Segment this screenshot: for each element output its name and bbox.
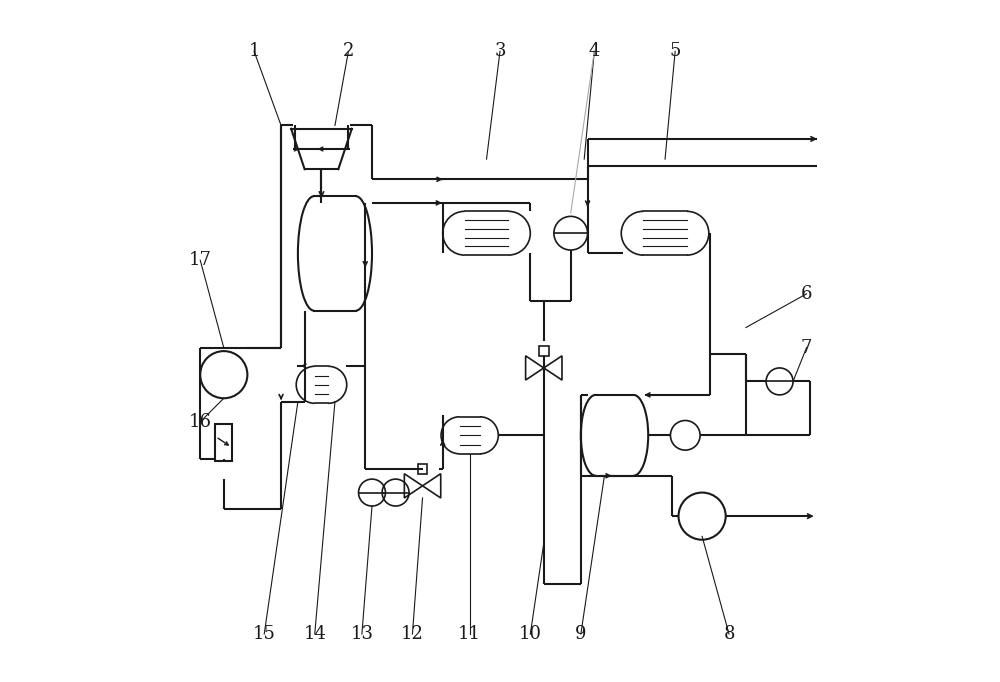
Bar xyxy=(539,346,549,356)
Text: 16: 16 xyxy=(189,413,212,431)
Bar xyxy=(215,424,232,460)
Text: 6: 6 xyxy=(801,285,812,303)
Text: 13: 13 xyxy=(350,625,373,643)
Text: 4: 4 xyxy=(589,42,600,60)
Text: 3: 3 xyxy=(494,42,506,60)
Text: 7: 7 xyxy=(801,339,812,357)
Text: 1: 1 xyxy=(248,42,260,60)
Text: 15: 15 xyxy=(253,625,276,643)
Text: 11: 11 xyxy=(458,625,481,643)
Text: 8: 8 xyxy=(723,625,735,643)
Text: 2: 2 xyxy=(343,42,354,60)
FancyBboxPatch shape xyxy=(596,395,633,476)
Text: 17: 17 xyxy=(189,251,212,269)
Bar xyxy=(418,464,427,474)
Text: 5: 5 xyxy=(669,42,681,60)
Text: 10: 10 xyxy=(519,625,542,643)
Text: 9: 9 xyxy=(575,625,587,643)
FancyBboxPatch shape xyxy=(314,196,356,311)
Text: 14: 14 xyxy=(303,625,326,643)
Text: 12: 12 xyxy=(401,625,424,643)
